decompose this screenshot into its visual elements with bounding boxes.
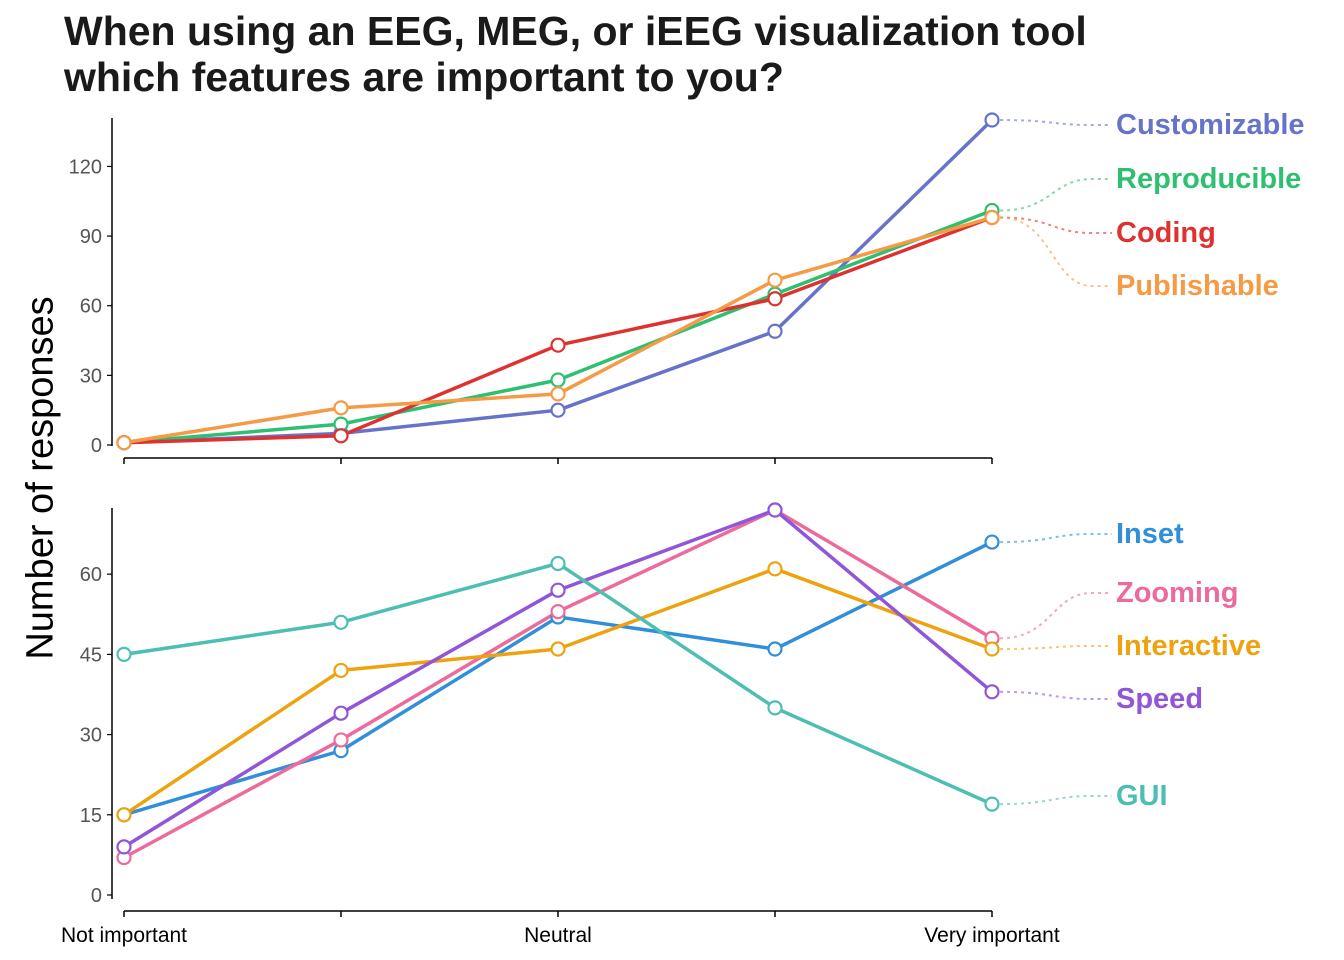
- data-point-speed: [984, 684, 1000, 700]
- x-tick-label: Very important: [924, 924, 1060, 947]
- leader-line-gui: [999, 795, 1112, 806]
- data-point-interactive: [550, 641, 566, 657]
- data-point-interactive: [333, 662, 349, 679]
- chart-title-line-1: When using an EEG, MEG, or iEEG visualiz…: [64, 8, 1087, 54]
- y-tick-label: 15: [80, 805, 102, 827]
- leader-line-interactive: [999, 645, 1112, 651]
- series-label-coding: Coding: [1116, 217, 1216, 249]
- data-point-publishable: [767, 272, 783, 288]
- leader-line-publishable: [999, 216, 1112, 287]
- y-tick-label: 0: [91, 885, 102, 907]
- y-tick-label: 60: [80, 564, 102, 586]
- x-tick-label: Neutral: [524, 924, 592, 947]
- series-label-interactive: Interactive: [1116, 630, 1261, 662]
- data-point-customizable: [550, 402, 566, 418]
- chart-title-line-2: which features are important to you?: [64, 54, 784, 100]
- y-tick-label: 30: [80, 365, 102, 387]
- data-point-publishable: [984, 209, 1000, 226]
- series-label-customizable: Customizable: [1116, 109, 1305, 141]
- data-point-coding: [767, 291, 783, 307]
- panel-top: 0 30 60 90 120 Customizable Reproducible Coding…: [69, 109, 1305, 464]
- data-point-gui: [984, 796, 1000, 812]
- series-label-reproducible: Reproducible: [1116, 163, 1301, 195]
- chart-title: When using an EEG, MEG, or iEEG visualiz…: [64, 8, 1087, 100]
- leader-line-zooming: [999, 592, 1112, 640]
- series-label-inset: Inset: [1116, 518, 1184, 550]
- y-tick-label: 30: [80, 725, 102, 747]
- data-point-speed: [767, 502, 783, 518]
- y-tick-label: 0: [91, 435, 102, 457]
- data-point-interactive: [767, 561, 783, 577]
- data-point-customizable: [767, 323, 783, 339]
- data-point-publishable: [333, 400, 349, 416]
- data-point-publishable: [116, 435, 132, 451]
- series-label-zooming: Zooming: [1116, 577, 1238, 609]
- series-label-gui: GUI: [1116, 780, 1168, 812]
- series-label-speed: Speed: [1116, 683, 1203, 715]
- leader-line-customizable: [999, 119, 1112, 126]
- leader-line-coding: [999, 216, 1112, 234]
- leader-line-inset: [999, 533, 1112, 544]
- data-point-zooming: [550, 603, 566, 620]
- data-point-inset: [984, 534, 1000, 550]
- data-point-interactive: [984, 641, 1000, 657]
- y-tick-label: 60: [80, 296, 102, 318]
- data-point-coding: [333, 428, 349, 444]
- y-tick-label: 90: [80, 226, 102, 248]
- series-label-publishable: Publishable: [1116, 270, 1279, 302]
- data-point-speed: [333, 705, 349, 721]
- panel-bottom: Not important Neutral Very important 0 15 30 4…: [61, 502, 1261, 947]
- data-point-reproducible: [550, 372, 566, 388]
- data-point-speed: [116, 839, 132, 855]
- data-point-speed: [550, 582, 566, 598]
- leader-line-speed: [999, 690, 1112, 700]
- data-point-customizable: [984, 112, 1000, 128]
- y-tick-label: 120: [69, 156, 102, 178]
- data-point-zooming: [333, 732, 349, 748]
- x-tick-label: Not important: [61, 924, 187, 947]
- data-point-gui: [116, 646, 132, 662]
- leader-line-reproducible: [999, 178, 1112, 212]
- data-point-gui: [333, 614, 349, 630]
- data-point-interactive: [116, 807, 132, 823]
- data-point-publishable: [550, 386, 566, 402]
- y-tick-label: 45: [80, 644, 102, 666]
- data-point-gui: [767, 700, 783, 716]
- data-point-coding: [550, 337, 566, 353]
- data-point-inset: [767, 641, 783, 657]
- data-point-gui: [550, 555, 566, 572]
